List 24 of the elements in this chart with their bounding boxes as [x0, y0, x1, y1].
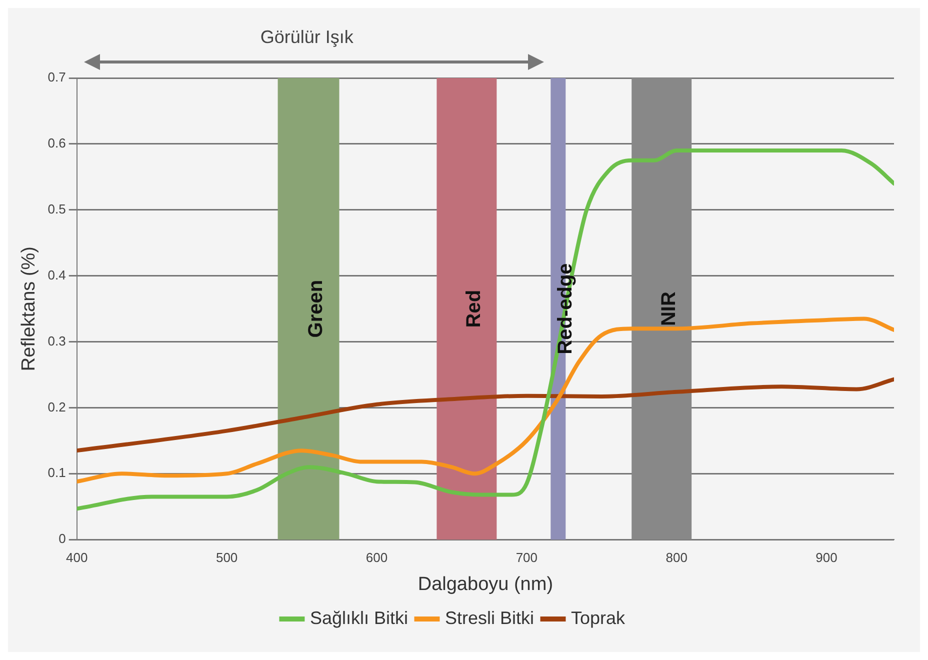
x-tick-label: 700 [516, 550, 538, 565]
x-tick-label: 800 [666, 550, 688, 565]
x-tick-label: 500 [216, 550, 238, 565]
x-axis-title: Dalgaboyu (nm) [418, 574, 554, 595]
y-tick-label: 0.3 [48, 333, 66, 348]
legend-label: Sağlıklı Bitki [310, 608, 408, 628]
y-tick-label: 0.7 [48, 70, 66, 85]
band-label: Red [463, 290, 486, 328]
legend-label: Toprak [571, 608, 626, 628]
y-tick-label: 0 [58, 531, 66, 546]
x-tick-label: 900 [816, 550, 838, 565]
y-tick-label: 0.4 [48, 267, 66, 282]
y-tick-label: 0.2 [48, 399, 66, 414]
band-label: Green [305, 280, 328, 338]
text: Görülür Işık [260, 26, 354, 47]
x-tick-label: 600 [366, 550, 388, 565]
y-tick-label: 0.1 [48, 465, 66, 480]
y-axis-title: Reflektans (%) [18, 246, 40, 372]
legend-label: Stresli Bitki [444, 608, 534, 628]
band-label: Red-edge [554, 263, 577, 354]
y-tick-label: 0.6 [48, 136, 66, 151]
y-tick-label: 0.5 [48, 201, 66, 216]
x-tick-label: 400 [66, 550, 88, 565]
band-label: NIR [658, 291, 680, 326]
